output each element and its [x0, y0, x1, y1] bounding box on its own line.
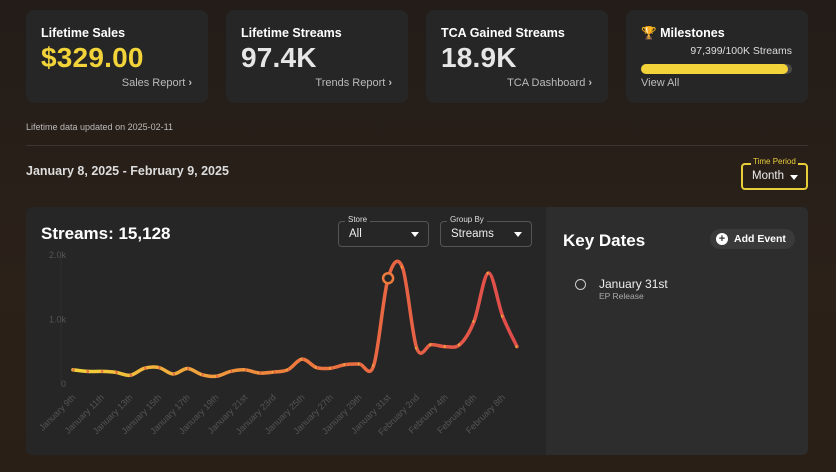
card-title: Lifetime Streams [241, 26, 342, 40]
key-date-radio[interactable] [575, 279, 586, 290]
data-point [400, 265, 405, 269]
y-tick-label: 1.0k [49, 315, 67, 325]
group-by-label: Group By [447, 215, 487, 224]
streams-panel: Streams: 15,128 Store All Group By Strea… [26, 207, 808, 455]
y-tick-label: 2.0k [49, 250, 67, 260]
data-point [458, 343, 462, 347]
streams-total: Streams: 15,128 [41, 224, 171, 243]
store-value: All [349, 228, 362, 240]
key-date-date: January 31st [599, 277, 668, 291]
chevron-right-icon: › [188, 77, 192, 89]
data-point [157, 365, 161, 370]
streams-line [71, 259, 519, 379]
divider [26, 145, 808, 146]
data-point [343, 363, 347, 367]
group-by-select[interactable]: Group By Streams [440, 215, 532, 247]
highlighted-point [381, 271, 395, 285]
chevron-right-icon: › [588, 77, 592, 89]
card-title: Lifetime Sales [41, 26, 126, 40]
data-point [472, 319, 476, 324]
milestone-progress-fill [641, 64, 789, 74]
store-select[interactable]: Store All [338, 215, 429, 247]
updated-note: Lifetime data updated on 2025-02-11 [26, 122, 173, 132]
card-value: $329.00 [41, 42, 144, 73]
data-point [486, 271, 490, 275]
plus-circle-icon: + [716, 233, 728, 245]
data-point [143, 366, 147, 370]
stat-card: TCA Gained Streams 18.9K TCA Dashboard › [426, 10, 608, 103]
milestones-card: 🏆 Milestones 97,399/100K Streams View Al… [626, 10, 808, 103]
card-link[interactable]: Trends Report › [315, 77, 392, 89]
key-dates-panel: Key Dates + Add Event January 31st EP Re… [546, 207, 808, 455]
card-value: 18.9K [441, 42, 517, 73]
caret-down-icon [790, 175, 798, 180]
data-point [329, 366, 333, 370]
trophy-icon: 🏆 [641, 26, 657, 40]
chevron-right-icon: › [388, 77, 392, 89]
data-point [85, 369, 89, 374]
milestone-progress-text: 97,399/100K Streams [690, 45, 792, 57]
data-point [71, 368, 75, 372]
data-point [429, 343, 433, 347]
card-link[interactable]: TCA Dashboard › [507, 77, 592, 89]
milestone-progress-bar [641, 64, 792, 74]
data-point [214, 374, 218, 378]
time-period-value: Month [752, 170, 784, 182]
group-by-value: Streams [451, 228, 494, 240]
stat-card: Lifetime Streams 97.4K Trends Report › [226, 10, 408, 103]
milestones-title: Milestones [660, 26, 725, 40]
data-point [501, 314, 505, 318]
data-point [372, 363, 376, 367]
data-point [114, 370, 118, 374]
caret-down-icon [514, 232, 522, 237]
add-event-button[interactable]: + Add Event [710, 229, 795, 249]
data-point [100, 369, 104, 374]
data-point [200, 373, 204, 377]
view-all-link[interactable]: View All [641, 77, 680, 89]
caret-down-icon [411, 232, 419, 237]
stat-card: Lifetime Sales $329.00 Sales Report › [26, 10, 208, 103]
y-tick-label: 0 [61, 379, 66, 389]
data-point [415, 346, 419, 350]
data-point [128, 373, 132, 377]
data-point [243, 368, 247, 372]
data-point [515, 344, 519, 349]
date-range: January 8, 2025 - February 9, 2025 [26, 164, 229, 178]
data-point [271, 370, 276, 374]
data-point [357, 362, 362, 366]
card-link-label: Sales Report [121, 77, 186, 89]
time-period-label: Time Period [751, 157, 798, 166]
data-point [257, 371, 261, 375]
card-link-label: TCA Dashboard [507, 77, 586, 89]
card-title: TCA Gained Streams [441, 26, 565, 40]
key-date-desc: EP Release [599, 291, 644, 301]
data-point [314, 365, 319, 370]
data-point [286, 368, 290, 372]
card-link-label: Trends Report [315, 77, 386, 89]
data-point [228, 369, 233, 374]
key-dates-title: Key Dates [563, 231, 646, 250]
store-label: Store [345, 215, 371, 224]
time-period-select[interactable]: Time Period Month [741, 157, 808, 190]
card-value: 97.4K [241, 42, 317, 73]
card-link[interactable]: Sales Report › [122, 77, 192, 89]
add-event-label: Add Event [734, 233, 786, 245]
data-point [171, 372, 175, 376]
data-point [300, 357, 304, 361]
data-point [185, 366, 190, 371]
data-point [443, 344, 447, 349]
